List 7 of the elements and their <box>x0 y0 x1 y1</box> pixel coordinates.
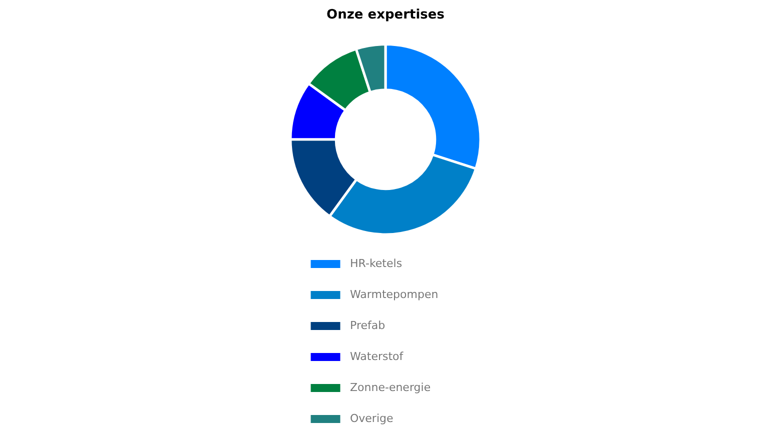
legend-label: HR-ketels <box>350 257 402 270</box>
legend-label: Zonne-energie <box>350 381 431 394</box>
legend-label: Warmtepompen <box>350 288 438 301</box>
legend-label: Waterstof <box>350 350 404 363</box>
chart-title: Onze expertises <box>326 8 445 22</box>
legend-label: Prefab <box>350 319 386 332</box>
legend-label: Overige <box>350 412 394 425</box>
